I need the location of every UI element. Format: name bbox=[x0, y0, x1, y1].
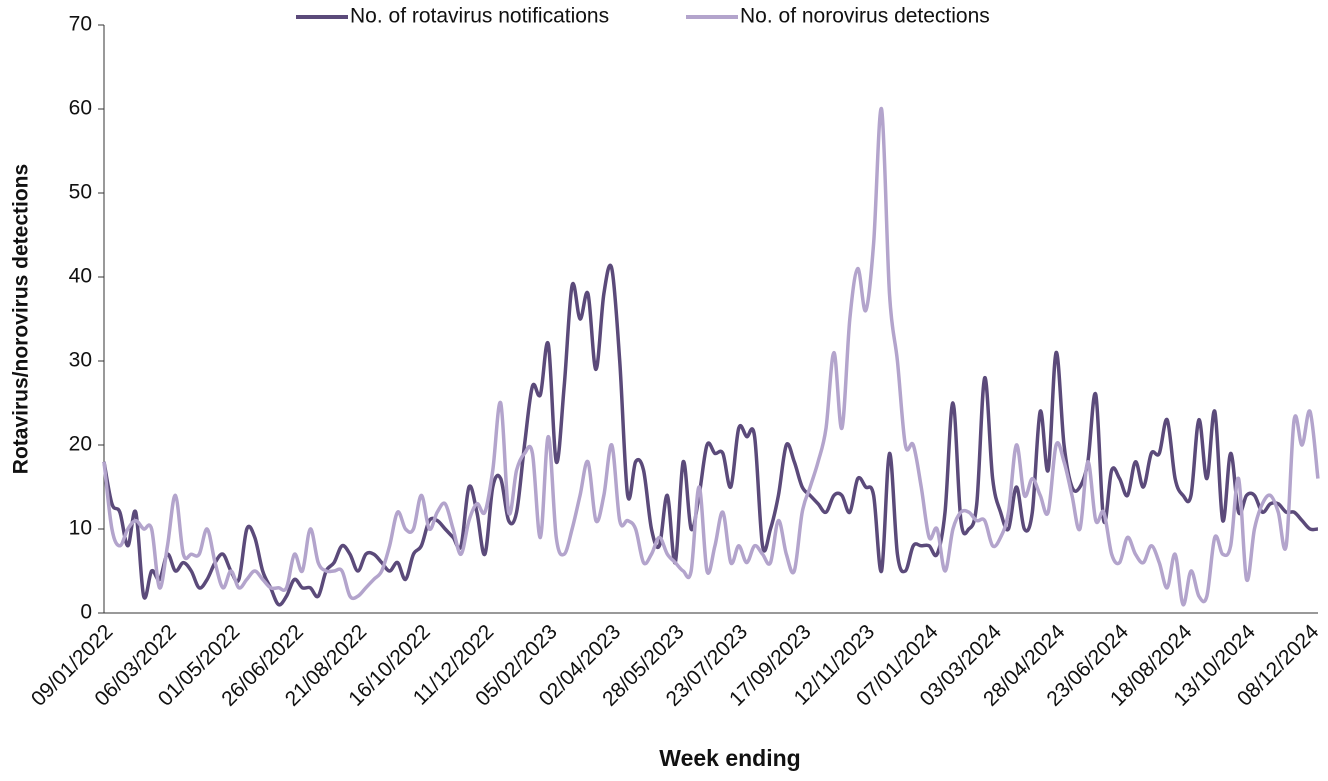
y-tick-label: 20 bbox=[69, 433, 92, 456]
y-tick-label: 40 bbox=[69, 265, 92, 288]
y-tick-label: 60 bbox=[69, 97, 92, 120]
y-tick-label: 30 bbox=[69, 349, 92, 372]
y-tick-label: 70 bbox=[69, 13, 92, 36]
y-tick-label: 10 bbox=[69, 517, 92, 540]
y-axis-title: Rotavirus/norovirus detections bbox=[10, 164, 33, 474]
y-tick-label: 50 bbox=[69, 181, 92, 204]
legend-label: No. of norovirus detections bbox=[740, 5, 990, 28]
x-axis-title: Week ending bbox=[659, 745, 800, 771]
series-line bbox=[102, 107, 1320, 607]
y-tick-label: 0 bbox=[80, 601, 92, 624]
legend-label: No. of rotavirus notifications bbox=[350, 5, 609, 28]
series-line bbox=[102, 263, 1319, 607]
